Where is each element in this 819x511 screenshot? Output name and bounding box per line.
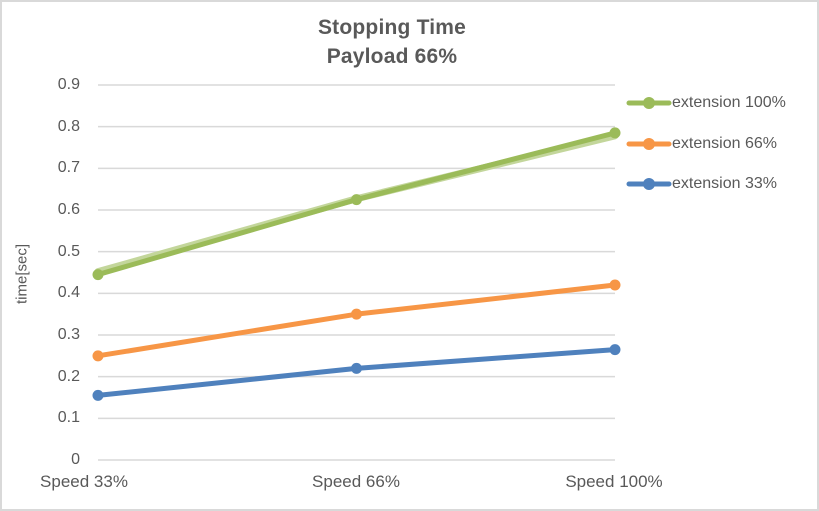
y-axis-title: time[sec] — [13, 243, 31, 305]
data-point-marker — [609, 279, 621, 291]
legend-item-extension-33-: extension 33% — [626, 173, 777, 195]
y-tick-label: 0 — [71, 451, 80, 468]
data-point-marker — [92, 350, 104, 362]
data-point-marker — [92, 389, 104, 401]
y-tick-label: 0.2 — [57, 367, 80, 385]
y-tick-label: 0.1 — [57, 409, 80, 427]
y-tick-label: 0.5 — [57, 242, 80, 260]
legend-line-marker-icon — [626, 138, 672, 150]
data-point-marker — [351, 194, 362, 206]
data-point-marker — [351, 308, 362, 320]
y-tick-label: 0.4 — [57, 284, 80, 302]
legend-label: extension 100% — [672, 94, 786, 111]
x-tick-label: Speed 33% — [40, 472, 128, 491]
data-point-marker — [92, 269, 104, 281]
legend-label: extension 33% — [672, 175, 777, 192]
y-tick-label: 0.6 — [57, 201, 80, 218]
chart-title-block: Stopping Time Payload 66% — [2, 13, 782, 71]
y-tick-label: 0.7 — [57, 159, 80, 177]
legend-label: extension 66% — [672, 135, 777, 152]
legend-line-marker-icon — [626, 97, 672, 109]
x-tick-label: Speed 66% — [312, 472, 400, 491]
data-point-marker — [609, 127, 621, 139]
y-tick-label: 0.3 — [57, 326, 80, 343]
x-tick-label: Speed 100% — [565, 472, 663, 491]
series-line — [95, 282, 618, 359]
data-point-marker — [609, 344, 621, 356]
y-tick-label: 0.8 — [57, 117, 80, 135]
chart-subtitle: Payload 66% — [326, 45, 458, 68]
data-point-marker — [351, 362, 362, 374]
legend-item-extension-66-: extension 66% — [626, 133, 777, 155]
y-tick-label: 0.9 — [57, 76, 80, 93]
chart-title: Stopping Time — [317, 16, 467, 39]
legend-line-marker-icon — [626, 178, 672, 190]
legend-item-extension-100-: extension 100% — [626, 92, 786, 114]
